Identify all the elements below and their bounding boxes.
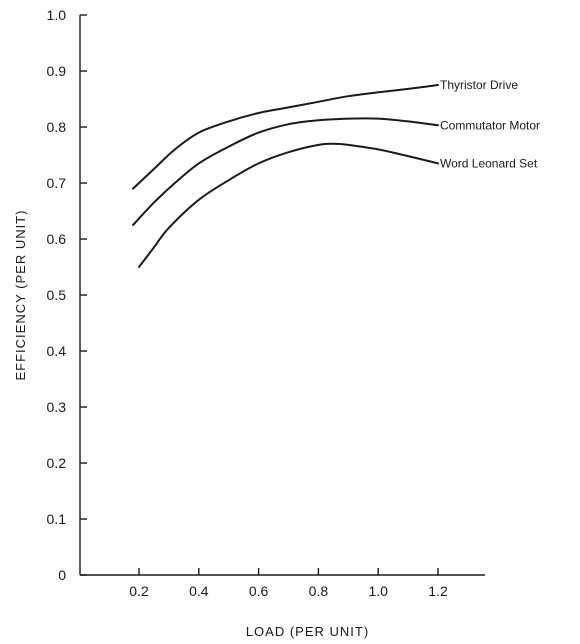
x-tick-label: 0.2 (129, 583, 149, 599)
series-labels: Thyristor Drive Commutator Motor Word Leon… (440, 78, 540, 170)
series-lines (132, 84, 439, 268)
series-line-word-leonard-set (138, 142, 439, 268)
y-tick-label: 0.8 (47, 119, 67, 135)
y-tick-label: 0 (58, 567, 66, 583)
y-tick-label: 0.2 (47, 455, 67, 471)
y-tick-label: 0.5 (47, 287, 67, 303)
series-label-commutator-motor: Commutator Motor (440, 118, 540, 132)
x-ticks: 0.2 0.4 0.6 0.8 1.0 1.2 (129, 568, 448, 599)
x-tick-label: 0.8 (309, 583, 329, 599)
axes (79, 15, 485, 576)
y-tick-label: 0.9 (47, 63, 67, 79)
y-tick-label: 0.1 (47, 511, 67, 527)
x-tick-label: 0.4 (189, 583, 209, 599)
y-ticks: 0 0.1 0.2 0.3 0.4 0.5 0.6 0.7 0.8 0.9 1.0 (47, 7, 87, 583)
x-tick-label: 1.2 (428, 583, 448, 599)
y-tick-label: 0.6 (47, 231, 67, 247)
x-axis-label: LOAD (PER UNIT) (246, 624, 369, 639)
x-tick-label: 0.6 (249, 583, 269, 599)
x-tick-label: 1.0 (368, 583, 388, 599)
series-label-word-leonard-set: Word Leonard Set (440, 156, 538, 170)
series-line-thyristor-drive (132, 84, 439, 190)
y-tick-label: 0.4 (47, 343, 67, 359)
y-axis-label: EFFICIENCY (PER UNIT) (13, 210, 28, 381)
y-tick-label: 0.7 (47, 175, 67, 191)
y-tick-label: 1.0 (47, 7, 67, 23)
y-tick-label: 0.3 (47, 399, 67, 415)
series-label-thyristor-drive: Thyristor Drive (440, 78, 518, 92)
series-line-commutator-motor (132, 117, 439, 226)
